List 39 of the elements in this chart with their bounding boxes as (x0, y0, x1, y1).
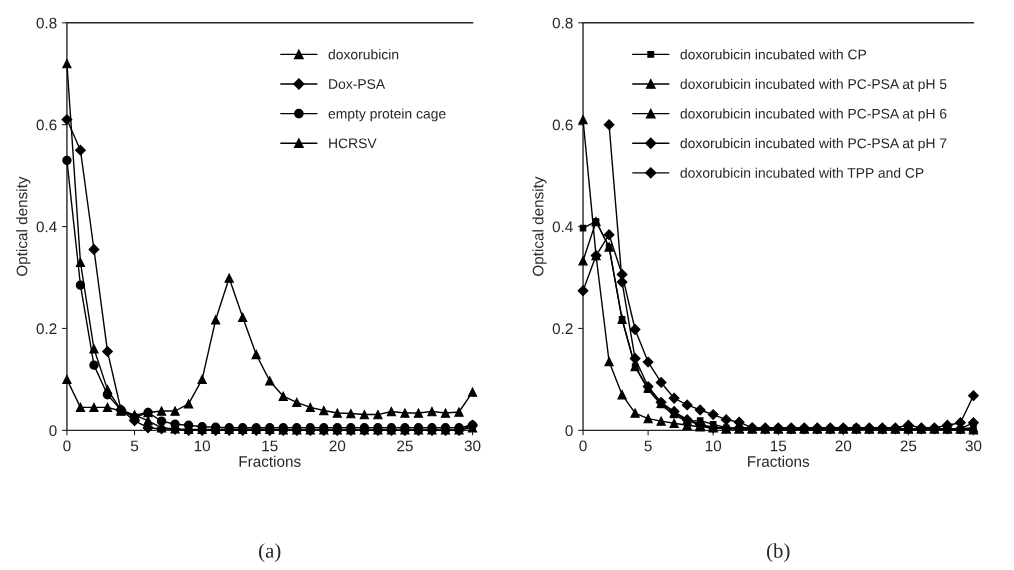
legend-label: doxorubicin incubated with PC-PSA at pH 7 (680, 138, 947, 151)
x-tick-label: 10 (705, 440, 722, 452)
legend-label: HCRSV (329, 138, 377, 149)
y-tick-label: 0 (49, 425, 57, 437)
y-tick-label: 0.2 (36, 323, 57, 335)
x-tick-label: 5 (644, 440, 652, 452)
y-tick-label: 0.4 (552, 221, 573, 233)
y-axis-title: Optical density (532, 176, 547, 276)
y-tick-label: 0.2 (552, 323, 573, 335)
y-tick-label: 0.6 (36, 119, 57, 131)
y-axis-title: Optical density (16, 176, 31, 276)
x-tick-label: 15 (770, 440, 787, 452)
text: (b) (767, 543, 790, 563)
y-tick-label: 0.6 (552, 119, 573, 131)
x-tick-label: 20 (835, 440, 852, 452)
x-tick-label: 15 (262, 440, 278, 452)
x-tick-label: 0 (579, 440, 587, 452)
x-axis-title: Fractions (239, 455, 301, 467)
legend-label: doxorubicin incubated with CP (680, 49, 867, 60)
x-tick-label: 0 (63, 440, 71, 452)
legend-label: doxorubicin incubated with PC-PSA at pH 5 (680, 78, 947, 92)
y-tick-label: 0.8 (36, 17, 57, 29)
x-tick-label: 30 (965, 440, 982, 452)
legend-label: Dox-PSA (329, 79, 386, 89)
x-tick-label: 30 (464, 440, 481, 452)
x-axis-title: Fractions (748, 455, 810, 467)
x-tick-label: 5 (130, 440, 139, 452)
y-tick-label: 0.8 (552, 17, 573, 29)
x-tick-label: 20 (329, 440, 346, 452)
legend-label: doxorubicin incubated with PC-PSA at pH 6 (680, 108, 947, 122)
text: (a) (259, 543, 281, 563)
legend-label: empty protein cage (328, 108, 446, 122)
y-tick-label: 0 (565, 425, 573, 437)
y-tick-label: 0.4 (36, 221, 57, 233)
x-tick-label: 25 (397, 440, 413, 452)
legend-label: doxorubicin (328, 49, 399, 60)
x-tick-label: 25 (900, 440, 917, 452)
x-tick-label: 10 (194, 440, 211, 452)
legend-label: doxorubicin incubated with TPP and CP (680, 167, 924, 178)
